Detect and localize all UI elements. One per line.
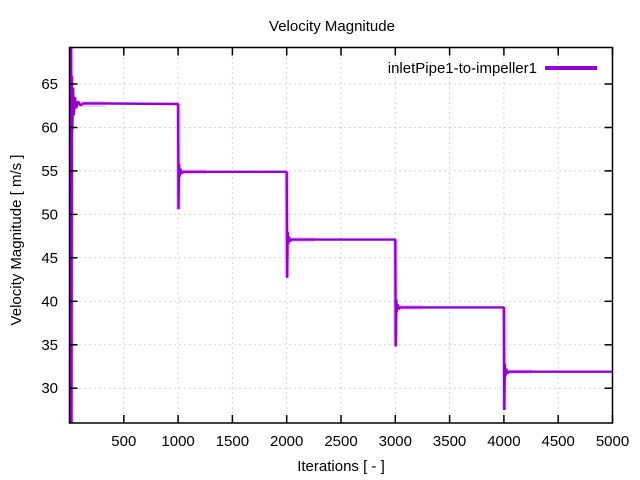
x-tick-label: 2000 xyxy=(270,433,303,450)
series-line xyxy=(69,47,613,423)
x-tick-label: 3500 xyxy=(433,433,466,450)
x-axis-label: Iterations [ - ] xyxy=(297,458,385,475)
legend: inletPipe1-to-impeller1 xyxy=(388,60,597,77)
label-layer: Velocity Magnitude Iterations [ - ] Velo… xyxy=(8,18,395,475)
x-tick-label: 1000 xyxy=(161,433,194,450)
y-tick-label: 55 xyxy=(41,163,58,180)
y-tick-label: 50 xyxy=(41,206,58,223)
y-tick-label: 35 xyxy=(41,337,58,354)
y-tick-label: 45 xyxy=(41,250,58,267)
grid-layer xyxy=(69,47,613,423)
y-axis-label: Velocity Magnitude [ m/s ] xyxy=(8,155,25,326)
x-tick-label: 500 xyxy=(111,433,136,450)
tick-layer: 500 1000 1500 2000 2500 3000 3500 4000 4500 5000 3… xyxy=(41,47,629,450)
x-tick-label: 4500 xyxy=(542,433,575,450)
y-tick-label: 65 xyxy=(41,76,58,93)
x-tick-label: 3000 xyxy=(379,433,412,450)
y-tick-label: 60 xyxy=(41,120,58,137)
x-tick-label: 5000 xyxy=(596,433,629,450)
x-tick-label: 2500 xyxy=(324,433,357,450)
y-tick-label: 30 xyxy=(41,380,58,397)
chart-title: Velocity Magnitude xyxy=(269,18,395,35)
x-tick-label: 1500 xyxy=(216,433,249,450)
legend-series-label: inletPipe1-to-impeller1 xyxy=(388,60,537,77)
y-tick-label: 40 xyxy=(41,293,58,310)
series-layer xyxy=(69,47,613,423)
x-tick-label: 4000 xyxy=(487,433,520,450)
